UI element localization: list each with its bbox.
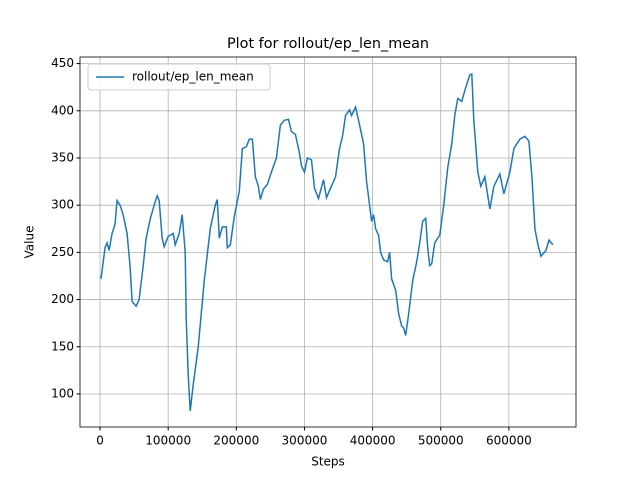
x-tick-label: 400000 [350,434,396,448]
y-tick-label: 450 [51,56,74,70]
y-tick-label: 350 [51,150,74,164]
y-tick-label: 150 [51,339,74,353]
x-tick-label: 600000 [486,434,532,448]
y-tick-label: 200 [51,292,74,306]
plot-frame [79,56,577,428]
x-tick-label: 100000 [145,434,191,448]
line-series [100,72,554,412]
x-tick-label: 200000 [213,434,259,448]
chart-title: Plot for rollout/ep_len_mean [227,36,429,52]
legend-box [87,63,271,91]
y-tick-label: 400 [51,103,74,117]
y-tick-label: 100 [51,386,74,400]
x-axis-label: Steps [311,455,345,469]
x-tick-label: 500000 [418,434,464,448]
x-tick-label: 0 [96,434,104,448]
y-axis-label: Value [23,226,37,259]
y-tick-label: 300 [51,198,74,212]
legend-label: rollout/ep_len_mean [132,70,254,84]
x-tick-label: 300000 [282,434,328,448]
y-tick-label: 250 [51,245,74,259]
